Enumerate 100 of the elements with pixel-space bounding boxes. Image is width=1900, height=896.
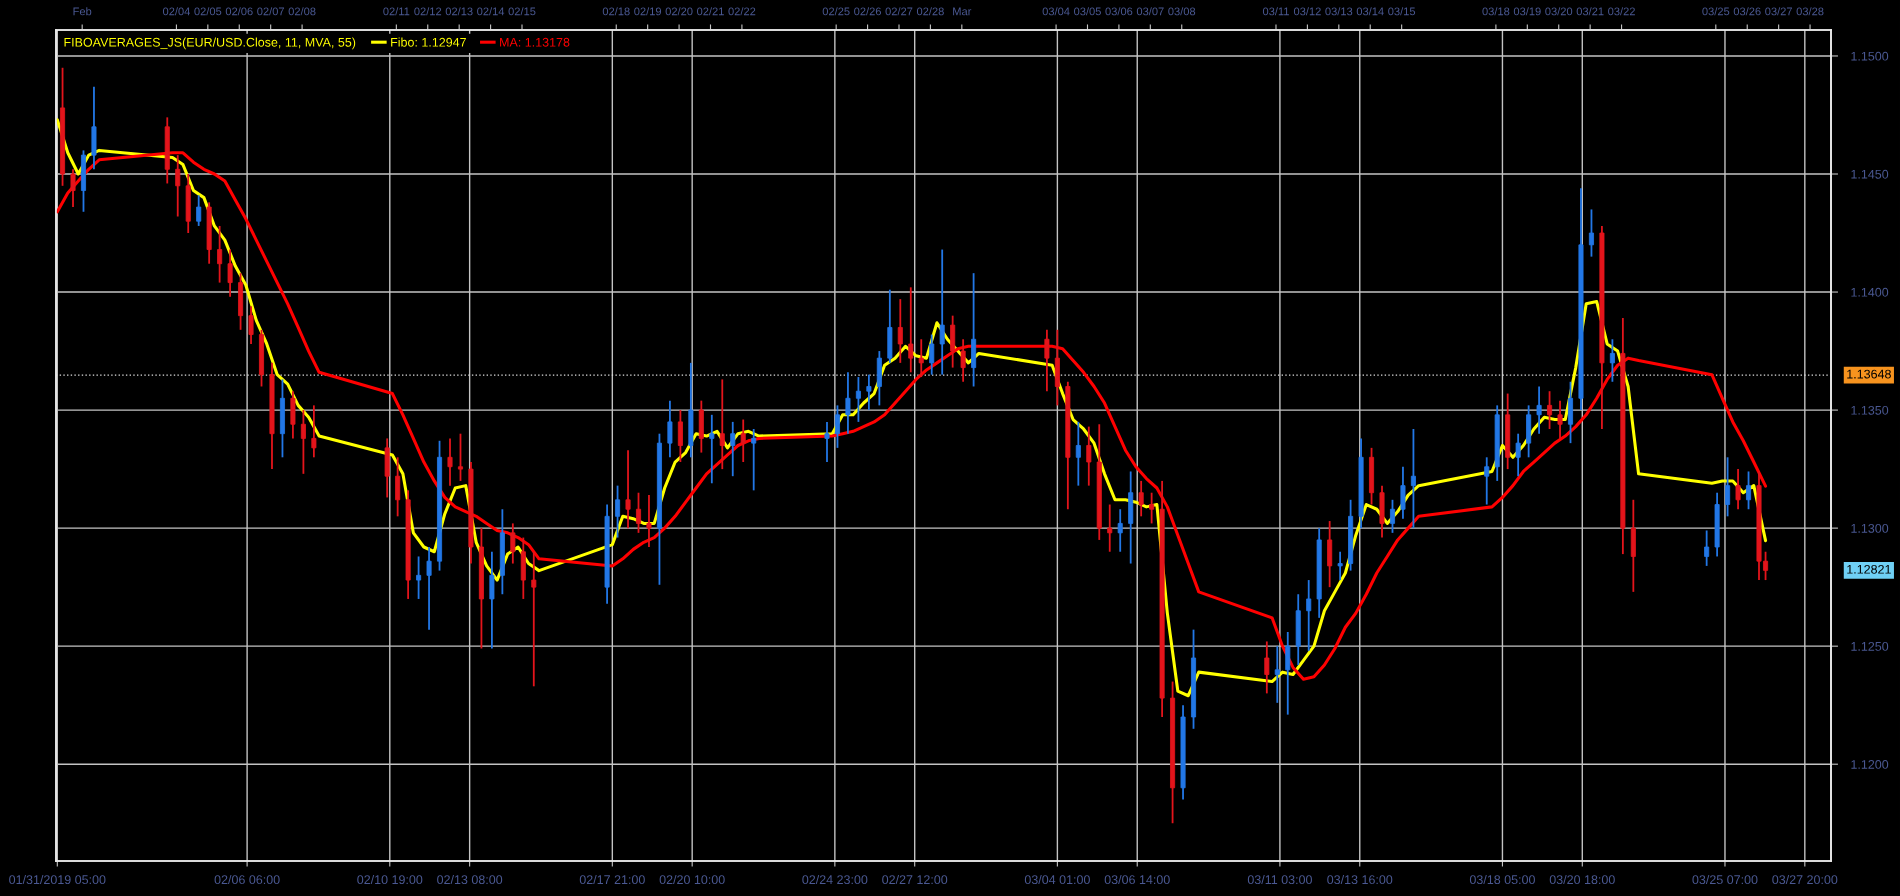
- candlestick: [248, 305, 254, 345]
- x2-tick-label: 02/20: [665, 7, 693, 16]
- candlestick: [1704, 529, 1710, 567]
- candlestick: [1588, 208, 1594, 258]
- candlestick: [719, 378, 725, 471]
- x2-tick-label: 02/26: [854, 7, 881, 16]
- x2-tick-label: 02/22: [728, 7, 756, 16]
- x-tick-label: 03/04 01:00: [1024, 874, 1090, 885]
- x2-tick-label: 02/04: [162, 7, 191, 16]
- x2-tick-label: Feb: [73, 7, 92, 16]
- x-tick-label: 03/18 05:00: [1469, 874, 1535, 885]
- x-tick-label: 03/13 16:00: [1327, 874, 1393, 885]
- x-tick-label: 02/24 23:00: [802, 874, 868, 885]
- candlestick: [897, 298, 903, 364]
- x2-tick-label: 02/27: [885, 7, 913, 16]
- x2-tick-label: 02/25: [822, 7, 850, 16]
- y-tick-label: 1.1450: [1851, 169, 1889, 179]
- x2-tick-label: 03/28: [1796, 7, 1824, 16]
- legend-title: FIBOAVERAGES_JS(EUR/USD.Close, 11, MVA, 55): [64, 37, 356, 50]
- x-tick-label: 02/06 06:00: [214, 874, 280, 885]
- candlestick: [709, 413, 715, 485]
- candlestick: [929, 333, 935, 376]
- x-tick-label: 03/27 20:00: [1772, 874, 1838, 885]
- y-tick-label: 1.1300: [1851, 523, 1889, 533]
- x-tick-label: 03/11 03:00: [1247, 874, 1312, 885]
- candlestick: [1515, 432, 1521, 478]
- x2-tick-label: 02/08: [288, 7, 316, 16]
- candlestick: [489, 550, 495, 650]
- candlestick: [1285, 631, 1291, 716]
- candlestick: [866, 373, 872, 411]
- x2-tick-label: 03/26: [1733, 7, 1761, 16]
- candlestick: [960, 338, 966, 383]
- y-tick-label: 1.1500: [1851, 51, 1889, 61]
- candlestick: [1075, 420, 1081, 487]
- x2-tick-label: 03/15: [1388, 7, 1416, 16]
- candlestick: [175, 154, 181, 218]
- candlestick: [1264, 640, 1270, 695]
- x2-tick-label: 03/22: [1608, 7, 1635, 16]
- x2-tick-label: 03/27: [1765, 7, 1792, 16]
- x2-tick-label: 03/20: [1545, 7, 1573, 16]
- candlestick: [457, 432, 463, 482]
- x2-tick-label: 03/08: [1168, 7, 1196, 16]
- candlestick: [1138, 480, 1144, 518]
- candlestick: [646, 494, 652, 548]
- candlestick: [395, 456, 401, 518]
- candlestick: [824, 420, 830, 463]
- candlestick: [1484, 456, 1490, 506]
- x2-tick-label: 03/06: [1105, 7, 1133, 16]
- candlestick: [300, 409, 306, 475]
- x-tick-label: 02/17 21:00: [579, 874, 645, 885]
- candlestick: [918, 338, 924, 378]
- candlestick: [1725, 456, 1731, 518]
- candlestick: [677, 409, 683, 463]
- candlestick: [908, 286, 914, 374]
- candlestick: [1410, 428, 1416, 530]
- candlestick: [1086, 425, 1092, 487]
- candlestick: [834, 404, 840, 449]
- x2-tick-label: 02/14: [477, 7, 505, 16]
- y-tick-label: 1.1250: [1851, 641, 1889, 651]
- y-tick-label: 1.1200: [1851, 760, 1889, 769]
- candlestick: [1044, 328, 1050, 393]
- x2-tick-label: 02/15: [508, 7, 536, 16]
- candlestick: [730, 420, 736, 478]
- x2-tick-label: 03/07: [1136, 7, 1164, 16]
- x2-tick-label: 02/28: [916, 7, 944, 16]
- candlestick: [1609, 338, 1615, 383]
- candlestick: [615, 484, 621, 539]
- x-tick-label: 02/27 12:00: [882, 874, 948, 885]
- candlestick: [510, 522, 516, 565]
- candlestick: [227, 248, 233, 298]
- x2-tick-label: 02/06: [225, 7, 253, 16]
- x2-tick-label: 03/18: [1482, 7, 1510, 16]
- candlestick: [939, 248, 945, 376]
- x-tick-label: 03/25 07:00: [1692, 874, 1758, 885]
- x2-tick-label: 03/04: [1042, 7, 1070, 16]
- candlestick: [1735, 468, 1741, 511]
- candlestick: [845, 371, 851, 435]
- candlestick: [426, 546, 432, 631]
- candlestick: [1107, 503, 1113, 553]
- x-tick-label: 03/06 14:00: [1104, 874, 1170, 885]
- candlestick: [1274, 645, 1280, 704]
- x2-tick-label: 03/05: [1074, 7, 1101, 16]
- candlestick: [751, 428, 757, 492]
- candlestick: [740, 418, 746, 463]
- candlestick: [1746, 470, 1752, 511]
- legend-label: MA: 1.13178: [500, 37, 570, 47]
- candlestick: [1557, 399, 1563, 440]
- x2-tick-label: Mar: [953, 7, 972, 16]
- candlestick: [635, 491, 642, 534]
- x2-tick-label: 03/12: [1293, 7, 1321, 16]
- candlestick: [855, 376, 861, 423]
- legend-label: Fibo: 1.12947: [391, 37, 466, 47]
- x2-tick-label: 02/12: [414, 7, 442, 16]
- x2-tick-label: 02/18: [602, 7, 630, 16]
- text: 1.12821: [1847, 564, 1891, 574]
- x2-tick-label: 02/07: [257, 7, 285, 16]
- candlestick: [311, 404, 317, 459]
- candlestick: [531, 550, 537, 688]
- candlestick: [1149, 491, 1155, 525]
- x-tick-label: 01/31/2019 05:00: [9, 874, 106, 885]
